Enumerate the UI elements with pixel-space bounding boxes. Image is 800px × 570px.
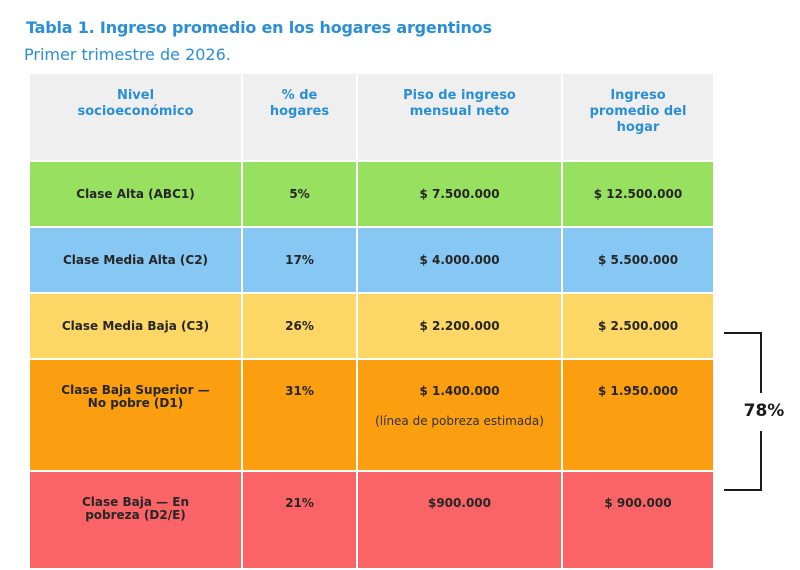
row-pct: 26%: [241, 292, 358, 360]
row-avg: $ 900.000: [561, 470, 715, 570]
row-avg: $ 5.500.000: [561, 226, 715, 294]
header-avg-text: Ingreso promedio del hogar: [589, 88, 687, 135]
row-floor: $ 4.000.000: [356, 226, 563, 294]
table-row: Clase Media Baja (C3) 26% $ 2.200.000 $ …: [28, 292, 715, 360]
row-floor-value: $ 1.400.000: [419, 384, 500, 398]
row-floor: $900.000: [356, 470, 563, 570]
table-row: Clase Alta (ABC1) 5% $ 7.500.000 $ 12.50…: [28, 160, 715, 228]
bracket-percentage-label: 78%: [743, 401, 785, 421]
row-label-text: Clase Baja — En pobreza (D2/E): [81, 495, 190, 522]
header-nivel: Nivel socioeconómico: [28, 72, 243, 162]
table-row: Clase Baja Superior — No pobre (D1) 31% …: [28, 358, 715, 472]
row-pct: 5%: [241, 160, 358, 228]
header-row: Nivel socioeconómico % de hogares Piso d…: [28, 72, 715, 162]
row-label: Clase Media Baja (C3): [28, 292, 243, 360]
row-label-text: Clase Baja Superior — No pobre (D1): [61, 383, 210, 410]
row-label: Clase Alta (ABC1): [28, 160, 243, 228]
row-label: Clase Baja Superior — No pobre (D1): [28, 358, 243, 472]
income-table: Nivel socioeconómico % de hogares Piso d…: [28, 72, 715, 570]
row-pct: 21%: [241, 470, 358, 570]
row-avg: $ 1.950.000: [561, 358, 715, 472]
header-pct-text: % de hogares: [269, 88, 330, 119]
header-floor-text: Piso de ingreso mensual neto: [403, 88, 516, 119]
row-avg: $ 12.500.000: [561, 160, 715, 228]
row-pct: 31%: [241, 358, 358, 472]
table-row: Clase Media Alta (C2) 17% $ 4.000.000 $ …: [28, 226, 715, 294]
row-floor: $ 7.500.000: [356, 160, 563, 228]
header-floor: Piso de ingreso mensual neto: [356, 72, 563, 162]
row-label: Clase Media Alta (C2): [28, 226, 243, 294]
row-label: Clase Baja — En pobreza (D2/E): [28, 470, 243, 570]
table-row: Clase Baja — En pobreza (D2/E) 21% $900.…: [28, 470, 715, 570]
table-title: Tabla 1. Ingreso promedio en los hogares…: [26, 18, 492, 37]
row-avg: $ 2.500.000: [561, 292, 715, 360]
header-nivel-text: Nivel socioeconómico: [77, 88, 194, 119]
bracket-gap: [756, 393, 770, 431]
poverty-line-note: (línea de pobreza estimada): [375, 414, 544, 428]
header-avg: Ingreso promedio del hogar: [561, 72, 715, 162]
header-pct: % de hogares: [241, 72, 358, 162]
row-floor: $ 2.200.000: [356, 292, 563, 360]
row-floor: $ 1.400.000 (línea de pobreza estimada): [356, 358, 563, 472]
table-subtitle: Primer trimestre de 2026.: [24, 45, 231, 64]
row-pct: 17%: [241, 226, 358, 294]
